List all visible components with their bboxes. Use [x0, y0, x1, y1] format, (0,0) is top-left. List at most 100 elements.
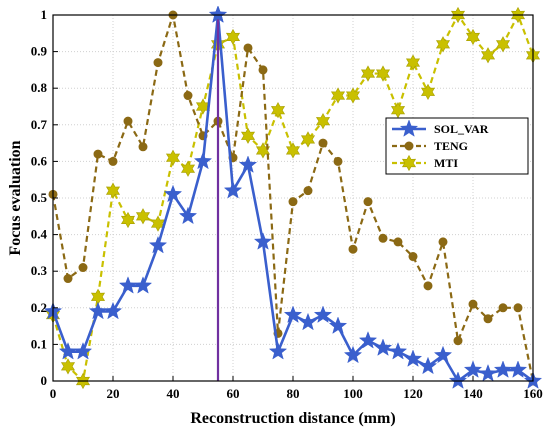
sol-var-point — [193, 151, 213, 170]
mti-point — [255, 142, 271, 159]
y-tick-label: 0.8 — [31, 80, 48, 95]
sol-var-point — [463, 360, 483, 378]
teng-series — [48, 10, 538, 386]
mti-point — [315, 113, 331, 130]
sol-var-point — [298, 312, 318, 331]
mti-point — [360, 65, 376, 82]
teng-point — [423, 281, 433, 291]
mti-point — [300, 131, 316, 148]
mti-point — [465, 28, 481, 46]
mti-point — [60, 358, 76, 375]
sol-var-point — [238, 155, 258, 173]
y-tick-label: 0.3 — [31, 263, 48, 278]
mti-point — [401, 154, 417, 172]
teng-point — [243, 43, 253, 53]
y-tick-label: 0.6 — [31, 153, 48, 168]
teng-point — [78, 263, 88, 273]
teng-point — [138, 142, 148, 152]
mti-point — [165, 149, 181, 166]
teng-point — [303, 186, 313, 196]
teng-point — [108, 156, 118, 166]
teng-point — [288, 197, 298, 207]
sol-var-point — [178, 206, 198, 225]
teng-point — [333, 156, 343, 166]
sol-var-point — [163, 184, 183, 203]
sol-var-point — [403, 349, 423, 367]
sol-var-point — [73, 342, 93, 360]
sol-var-point — [388, 342, 408, 360]
y-tick-label: 0 — [41, 373, 48, 388]
teng-point — [453, 336, 463, 346]
teng-point — [378, 233, 388, 243]
mti-point — [285, 142, 301, 159]
sol-var-point — [418, 356, 438, 375]
mti-point — [240, 127, 256, 144]
axes — [52, 14, 534, 382]
sol-var-point — [448, 371, 468, 389]
sol-var-point — [478, 363, 498, 382]
mti-point — [135, 208, 151, 225]
teng-point — [438, 237, 448, 247]
sol-var-point — [313, 305, 333, 323]
x-axis-title: Reconstruction distance (mm) — [190, 410, 395, 427]
sol-var-point — [283, 305, 303, 323]
x-tick-label: 140 — [463, 386, 483, 401]
teng-point — [513, 303, 523, 313]
sol-var-point — [103, 301, 123, 320]
sol-var-point — [88, 301, 108, 320]
sol-var-point — [268, 342, 288, 360]
sol-var-point — [208, 5, 228, 23]
mti-point — [420, 83, 436, 100]
mti-point — [120, 211, 136, 229]
teng-legend-label: TENG — [434, 139, 468, 153]
x-tick-label: 80 — [287, 386, 300, 401]
teng-point — [498, 303, 508, 313]
y-tick-label: 1 — [41, 7, 48, 22]
x-tick-label: 60 — [227, 386, 240, 401]
sol-var-point — [148, 235, 168, 254]
sol-var-point — [328, 316, 348, 334]
mti-point — [480, 47, 496, 64]
teng-point — [393, 237, 403, 247]
sol-var-point — [508, 360, 528, 378]
teng-point — [363, 197, 373, 207]
sol-var-point — [358, 331, 378, 349]
tick-labels: 0 20 40 60 80 100 120 140 160 0 0.1 0.2 0.3 0.4 0.5 0.6… — [31, 7, 543, 401]
y-tick-label: 0.2 — [31, 300, 47, 315]
teng-point — [348, 244, 358, 254]
mti-legend-label: MTI — [434, 156, 458, 170]
teng-point — [468, 299, 478, 309]
sol-var-point — [253, 232, 273, 250]
mti-point — [105, 182, 121, 199]
y-tick-label: 0.4 — [31, 227, 48, 242]
teng-point — [318, 138, 328, 148]
mti-point — [375, 65, 391, 82]
series-layer — [43, 5, 543, 390]
legend: SOL_VAR TENG MTI — [385, 117, 529, 175]
x-tick-label: 120 — [403, 386, 423, 401]
mti-point — [390, 102, 406, 119]
teng-point — [123, 116, 133, 126]
teng-point — [93, 149, 103, 159]
sol-var-point — [343, 345, 363, 364]
sol-var-point — [133, 276, 153, 294]
teng-point — [258, 65, 268, 75]
y-tick-label: 0.5 — [31, 190, 48, 205]
plot-frame — [52, 14, 534, 382]
teng-point — [404, 141, 414, 151]
sol-var-series — [43, 5, 543, 389]
mti-point — [270, 102, 286, 119]
mti-point — [435, 36, 451, 53]
sol-var-point — [399, 119, 419, 137]
teng-point — [183, 91, 193, 101]
x-tick-label: 160 — [523, 386, 543, 401]
mti-point — [405, 54, 421, 71]
y-tick-label: 0.7 — [31, 117, 48, 132]
teng-point — [153, 58, 163, 68]
sol-var-point — [118, 276, 138, 294]
sol-var-point — [223, 180, 243, 199]
x-tick-label: 0 — [50, 386, 57, 401]
x-tick-label: 20 — [107, 386, 120, 401]
y-tick-label: 0.1 — [31, 336, 47, 351]
